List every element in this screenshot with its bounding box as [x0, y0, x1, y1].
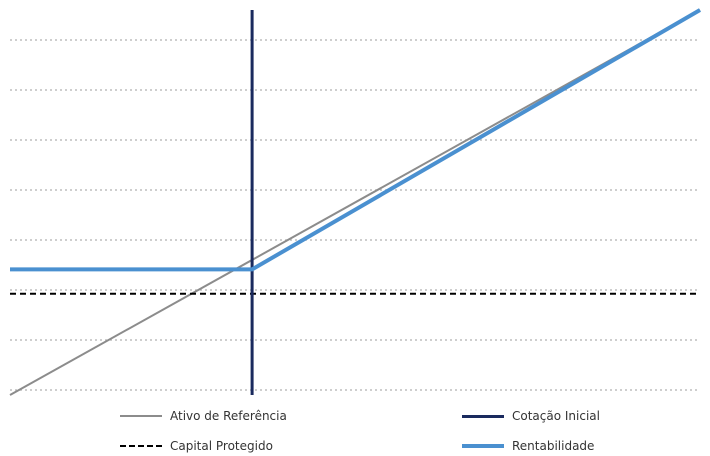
series-layer	[9, 8, 702, 396]
chart-legend: Ativo de Referência Cotação Inicial Capi…	[0, 400, 710, 455]
legend-item-capital-protegido: Capital Protegido	[120, 436, 273, 456]
legend-item-ativo-de-referencia: Ativo de Referência	[120, 406, 287, 426]
legend-item-cotacao-inicial: Cotação Inicial	[462, 406, 600, 426]
chart-plot-area	[9, 8, 702, 396]
legend-swatch-rentabilidade	[462, 444, 504, 448]
legend-label-rentabilidade: Rentabilidade	[512, 439, 595, 453]
legend-swatch-capital-protegido	[120, 445, 162, 447]
legend-label-cotacao-inicial: Cotação Inicial	[512, 409, 600, 423]
legend-swatch-cotacao-inicial	[462, 414, 504, 418]
gridlines	[10, 39, 700, 391]
legend-label-capital-protegido: Capital Protegido	[170, 439, 273, 453]
series-line-rentabilidade	[10, 8, 702, 272]
legend-swatch-ativo-de-referencia	[120, 415, 162, 417]
legend-label-ativo-de-referencia: Ativo de Referência	[170, 409, 287, 423]
series-line-ativo-de-referencia	[9, 9, 701, 396]
legend-item-rentabilidade: Rentabilidade	[462, 436, 594, 456]
